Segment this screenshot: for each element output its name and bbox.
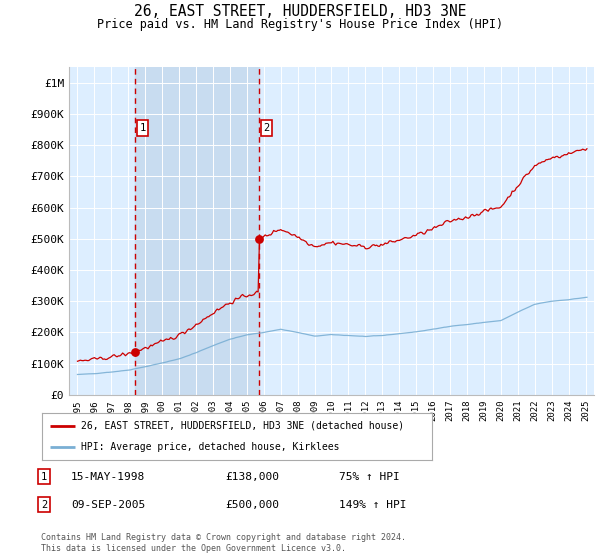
Text: Price paid vs. HM Land Registry's House Price Index (HPI): Price paid vs. HM Land Registry's House … — [97, 18, 503, 31]
Text: Contains HM Land Registry data © Crown copyright and database right 2024.
This d: Contains HM Land Registry data © Crown c… — [41, 533, 406, 553]
Text: 1: 1 — [140, 123, 146, 133]
Text: 26, EAST STREET, HUDDERSFIELD, HD3 3NE (detached house): 26, EAST STREET, HUDDERSFIELD, HD3 3NE (… — [81, 421, 404, 431]
Text: £500,000: £500,000 — [225, 500, 279, 510]
Bar — [134, 67, 259, 395]
Text: 1: 1 — [41, 472, 47, 482]
Text: HPI: Average price, detached house, Kirklees: HPI: Average price, detached house, Kirk… — [81, 442, 340, 452]
Text: 75% ↑ HPI: 75% ↑ HPI — [339, 472, 400, 482]
Text: 26, EAST STREET, HUDDERSFIELD, HD3 3NE: 26, EAST STREET, HUDDERSFIELD, HD3 3NE — [134, 4, 466, 19]
Point — [254, 234, 263, 243]
Point — [130, 347, 139, 356]
Text: 2: 2 — [41, 500, 47, 510]
Text: 149% ↑ HPI: 149% ↑ HPI — [339, 500, 407, 510]
Text: 09-SEP-2005: 09-SEP-2005 — [71, 500, 145, 510]
Text: £138,000: £138,000 — [225, 472, 279, 482]
Text: 15-MAY-1998: 15-MAY-1998 — [71, 472, 145, 482]
Text: 2: 2 — [263, 123, 270, 133]
